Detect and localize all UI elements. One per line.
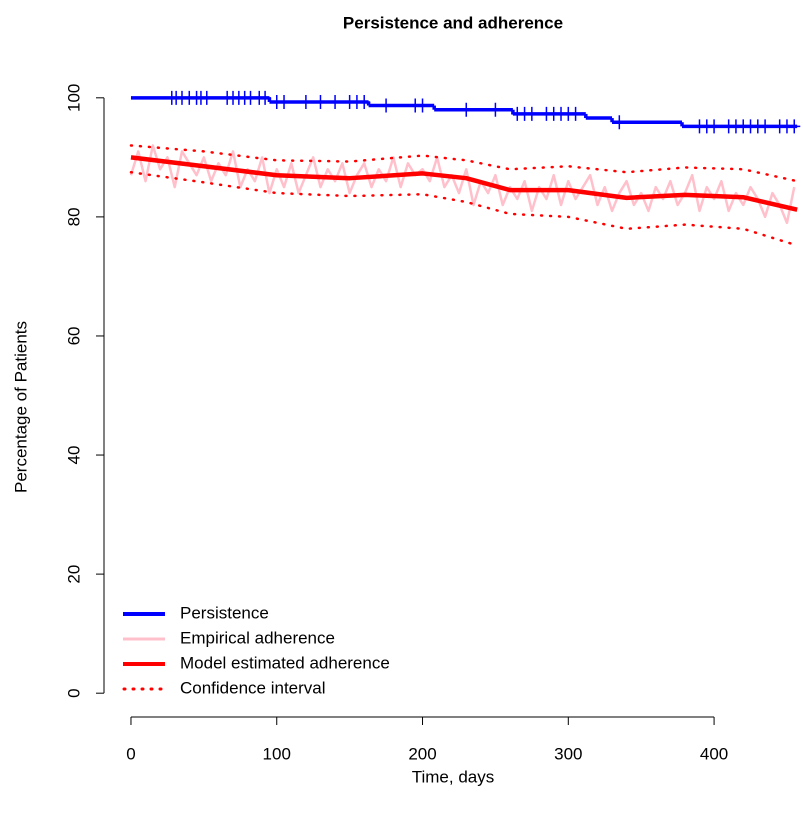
y-tick-label: 20	[64, 565, 83, 584]
x-tick-label: 300	[554, 744, 582, 763]
y-axis-label: Percentage of Patients	[11, 321, 30, 493]
censor-mark	[358, 94, 371, 109]
censor-mark	[569, 106, 582, 121]
y-tick-label: 100	[64, 84, 83, 112]
y-tick-label: 80	[64, 207, 83, 226]
model-line	[130, 155, 798, 212]
censor-mark	[460, 102, 473, 117]
confidence-line	[129, 170, 799, 247]
censor-mark	[759, 119, 772, 134]
x-tick-label: 200	[408, 744, 436, 763]
x-axis-label: Time, days	[412, 767, 495, 786]
x-tick-label: 0	[126, 744, 135, 763]
censor-mark	[314, 94, 327, 109]
x-tick-label: 400	[700, 744, 728, 763]
censor-mark	[416, 98, 429, 113]
confidence-line	[129, 144, 799, 183]
censor-mark	[613, 115, 626, 130]
legend-label: Confidence interval	[180, 678, 326, 697]
censor-mark	[299, 94, 312, 109]
empirical-line	[129, 144, 796, 225]
censor-mark	[708, 119, 721, 134]
censor-mark	[489, 102, 502, 117]
censor-mark	[278, 94, 291, 109]
y-tick-label: 0	[64, 688, 83, 697]
censor-mark	[200, 90, 213, 105]
censor-mark	[380, 98, 393, 113]
censor-mark	[788, 119, 801, 134]
legend-label: Model estimated adherence	[180, 653, 390, 672]
legend-label: Empirical adherence	[180, 628, 335, 647]
y-tick-label: 40	[64, 446, 83, 465]
legend-label: Persistence	[180, 603, 269, 622]
censor-mark	[525, 106, 538, 121]
x-tick-label: 100	[263, 744, 291, 763]
chart-title: Persistence and adherence	[343, 13, 563, 32]
y-tick-label: 60	[64, 327, 83, 346]
censor-mark	[259, 90, 272, 105]
censor-mark	[329, 94, 342, 109]
